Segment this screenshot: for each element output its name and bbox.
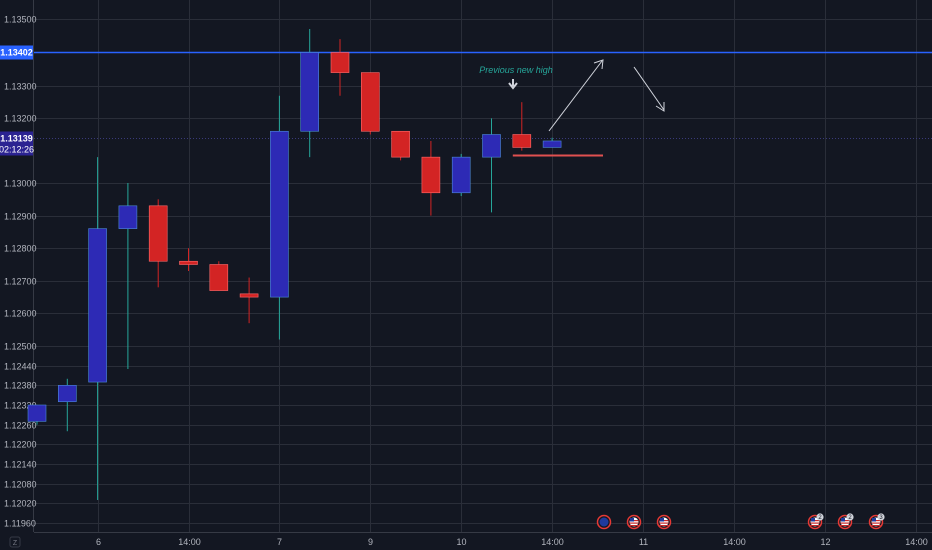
candle-body <box>482 134 501 158</box>
resistance-price-tag <box>0 45 33 60</box>
grid <box>34 0 932 532</box>
event-marker[interactable]: 2 <box>807 513 824 530</box>
us-flag-icon <box>810 517 820 527</box>
y-tick-label: 1.12080 <box>4 480 37 490</box>
candle-body <box>179 260 198 265</box>
us-flag-icon <box>840 517 850 527</box>
y-tick-label: 1.12140 <box>4 460 37 470</box>
candle-body <box>360 72 380 132</box>
price-axis[interactable]: 1.13500 1.13300 1.13200 1.13000 1.12900 1.128… <box>4 0 37 532</box>
candle-body <box>300 52 320 132</box>
candle-body <box>451 156 471 194</box>
current-price-label: 1.13139 <box>0 134 33 144</box>
projection-arrow-up[interactable] <box>548 60 603 132</box>
candle-body <box>57 385 77 403</box>
drawings[interactable]: Previous new high <box>479 59 665 157</box>
y-tick-label: 1.12500 <box>4 342 37 352</box>
axis-corner-label: Z <box>13 540 18 547</box>
candle-body <box>391 130 410 158</box>
y-tick-label: 1.12600 <box>4 309 37 319</box>
x-tick-label: 7 <box>277 537 282 547</box>
y-tick-label: 1.12900 <box>4 212 37 222</box>
y-tick-label: 1.13500 <box>4 15 37 25</box>
us-flag-icon <box>871 517 881 527</box>
previous-high-annotation[interactable]: Previous new high <box>479 65 553 75</box>
event-markers[interactable]: 2 2 3 <box>596 513 885 530</box>
y-tick-label: 1.12260 <box>4 421 37 431</box>
x-tick-label: 9 <box>368 537 373 547</box>
candle-body <box>27 404 47 422</box>
y-tick-label: 1.13200 <box>4 114 37 124</box>
candle-body <box>239 293 259 298</box>
eu-flag-icon <box>599 517 609 527</box>
current-price-tag <box>0 131 33 156</box>
event-count-badge: 2 <box>848 515 852 521</box>
levels <box>34 51 932 139</box>
y-tick-label: 1.12020 <box>4 499 37 509</box>
candle-body <box>330 52 350 73</box>
y-tick-label: 1.12200 <box>4 440 37 450</box>
y-tick-label: 1.13300 <box>4 82 37 92</box>
axis-corner[interactable]: Z <box>9 536 21 548</box>
x-tick-label: 12 <box>820 537 830 547</box>
candle-body <box>421 156 441 194</box>
event-count-badge: 3 <box>879 515 883 521</box>
candle-body <box>542 140 562 148</box>
candle-body <box>209 264 229 291</box>
y-tick-label: 1.12320 <box>4 401 37 411</box>
projection-arrow-up-head-icon <box>593 59 604 70</box>
us-flag-icon <box>629 517 639 527</box>
candle-body <box>88 228 107 383</box>
projection-arrow-down-head-icon <box>655 102 665 112</box>
y-tick-label: 1.11960 <box>4 519 36 529</box>
event-marker[interactable] <box>656 514 672 530</box>
event-marker[interactable]: 3 <box>868 513 885 530</box>
candle-body <box>270 130 289 298</box>
y-tick-label: 1.13000 <box>4 179 37 189</box>
resistance-price-label: 1.13402 <box>0 48 33 58</box>
x-tick-label: 10 <box>456 537 466 547</box>
event-count-badge: 2 <box>818 515 822 521</box>
y-tick-label: 1.12440 <box>4 362 37 372</box>
y-tick-label: 1.12380 <box>4 381 37 391</box>
y-tick-label: 1.12800 <box>4 244 37 254</box>
y-tick-label: 1.12700 <box>4 277 37 287</box>
event-marker[interactable] <box>596 514 612 530</box>
us-flag-icon <box>659 517 669 527</box>
candles <box>27 29 562 501</box>
x-tick-label: 11 <box>639 537 648 547</box>
x-tick-label: 14:00 <box>178 537 201 547</box>
candle-body <box>148 205 168 262</box>
candle-body <box>118 205 138 229</box>
countdown-label: 02:12:26 <box>0 145 34 155</box>
time-axis[interactable]: 6 14:00 7 9 10 14:00 11 14:00 12 14:00 <box>34 532 932 548</box>
event-marker[interactable]: 2 <box>837 513 854 530</box>
x-tick-label: 14:00 <box>905 537 928 547</box>
x-tick-label: 6 <box>96 537 101 547</box>
event-marker[interactable] <box>626 514 642 530</box>
projection-arrow-down[interactable] <box>633 66 665 111</box>
x-tick-label: 14:00 <box>723 537 746 547</box>
x-tick-label: 14:00 <box>541 537 564 547</box>
annotation-arrow-icon <box>508 79 518 90</box>
candle-body <box>512 134 532 148</box>
